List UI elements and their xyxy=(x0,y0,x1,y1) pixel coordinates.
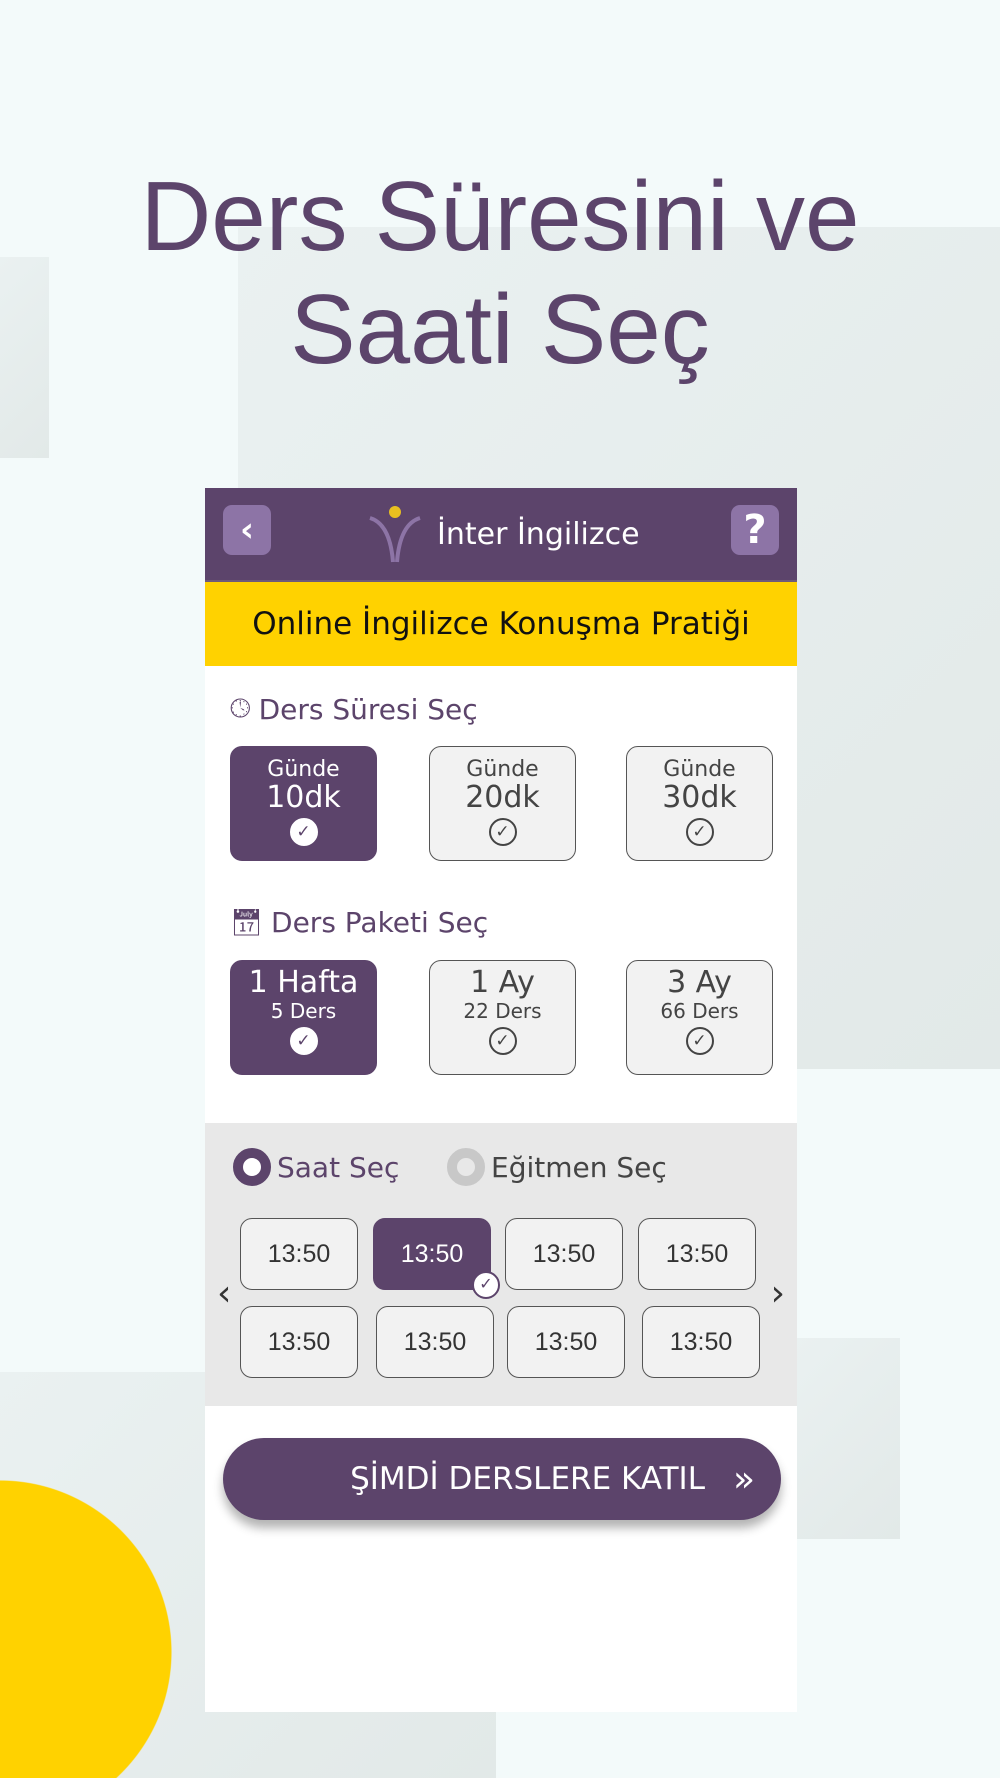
duration-label-text: Ders Süresi Seç xyxy=(258,693,478,726)
radio-unselected-icon xyxy=(447,1148,485,1186)
opt-sub: 5 Ders xyxy=(270,999,337,1023)
duration-label: 🕓︎ Ders Süresi Seç xyxy=(230,693,478,726)
package-option-3-month[interactable]: 3 Ay 66 Ders ✓ xyxy=(626,960,773,1075)
check-icon: ✓ xyxy=(685,1027,714,1055)
check-icon: ✓ xyxy=(472,1271,500,1299)
check-icon: ✓ xyxy=(289,1027,318,1055)
time-slot[interactable]: 13:50 xyxy=(376,1306,494,1378)
check-icon: ✓ xyxy=(289,818,318,846)
package-option-1-month[interactable]: 1 Ay 22 Ders ✓ xyxy=(429,960,576,1075)
logo-icon xyxy=(369,506,421,563)
clock-icon: 🕓︎ xyxy=(230,694,251,724)
phone-screen: ‹ İnter İngilizce ? Online İngilizce Kon… xyxy=(205,488,797,1712)
bg-shape xyxy=(794,1338,900,1539)
opt-top: Günde xyxy=(267,757,340,782)
radio-egitmen-sec[interactable]: Eğitmen Seç xyxy=(447,1148,667,1186)
radio-saat-sec[interactable]: Saat Seç xyxy=(233,1148,399,1186)
package-option-1-week[interactable]: 1 Hafta 5 Ders ✓ xyxy=(230,960,377,1075)
opt-main: 1 Hafta xyxy=(248,965,359,1000)
time-slot[interactable]: 13:50 xyxy=(240,1218,358,1290)
brand-name: İnter İngilizce xyxy=(437,516,640,552)
title-line: Ders Süresini ve xyxy=(140,161,860,271)
check-icon: ✓ xyxy=(685,818,714,846)
check-icon: ✓ xyxy=(488,818,517,846)
package-label: 📅︎ Ders Paketi Seç xyxy=(230,906,488,939)
opt-main: 1 Ay xyxy=(470,965,535,1000)
slot-time: 13:50 xyxy=(400,1240,464,1268)
check-icon: ✓ xyxy=(488,1027,517,1055)
help-button[interactable]: ? xyxy=(731,505,779,555)
time-slot-selected[interactable]: 13:50 ✓ xyxy=(373,1218,500,1299)
brand: İnter İngilizce xyxy=(365,504,640,564)
page-title: Ders Süresini ve Saati Seç xyxy=(0,160,1000,386)
back-button[interactable]: ‹ xyxy=(223,505,271,555)
radio-label: Eğitmen Seç xyxy=(491,1150,667,1184)
opt-main: 3 Ay xyxy=(667,965,732,1000)
time-slot[interactable]: 13:50 xyxy=(638,1218,756,1290)
calendar-icon: 📅︎ xyxy=(230,907,264,938)
time-slot[interactable]: 13:50 xyxy=(240,1306,358,1378)
bg-shape xyxy=(0,257,49,458)
double-chevron-right-icon: » xyxy=(732,1458,755,1500)
title-line: Saati Seç xyxy=(290,274,710,384)
duration-option-30[interactable]: Günde 30dk ✓ xyxy=(626,746,773,861)
prev-arrow-icon[interactable]: ‹ xyxy=(217,1273,232,1314)
opt-main: 20dk xyxy=(465,780,540,815)
opt-main: 10dk xyxy=(266,780,341,815)
opt-main: 30dk xyxy=(662,780,737,815)
duration-option-20[interactable]: Günde 20dk ✓ xyxy=(429,746,576,861)
banner: Online İngilizce Konuşma Pratiği xyxy=(205,582,797,666)
opt-sub: 22 Ders xyxy=(463,999,542,1023)
time-slot[interactable]: 13:50 xyxy=(505,1218,623,1290)
opt-sub: 66 Ders xyxy=(660,999,739,1023)
cta-label: ŞİMDİ DERSLERE KATIL xyxy=(350,1461,705,1497)
opt-top: Günde xyxy=(466,757,539,782)
opt-top: Günde xyxy=(663,757,736,782)
time-selection-panel: Saat Seç Eğitmen Seç ‹ › 13:50 13:50 ✓ 13… xyxy=(205,1123,797,1406)
next-arrow-icon[interactable]: › xyxy=(770,1273,785,1314)
time-slot[interactable]: 13:50 xyxy=(507,1306,625,1378)
package-label-text: Ders Paketi Seç xyxy=(271,906,489,939)
time-slot[interactable]: 13:50 xyxy=(642,1306,760,1378)
radio-selected-icon xyxy=(233,1148,271,1186)
app-header: ‹ İnter İngilizce ? xyxy=(205,488,797,582)
duration-option-10[interactable]: Günde 10dk ✓ xyxy=(230,746,377,861)
join-lessons-button[interactable]: ŞİMDİ DERSLERE KATIL » xyxy=(223,1438,781,1520)
yellow-circle-decoration xyxy=(0,1480,172,1778)
radio-label: Saat Seç xyxy=(277,1150,400,1184)
